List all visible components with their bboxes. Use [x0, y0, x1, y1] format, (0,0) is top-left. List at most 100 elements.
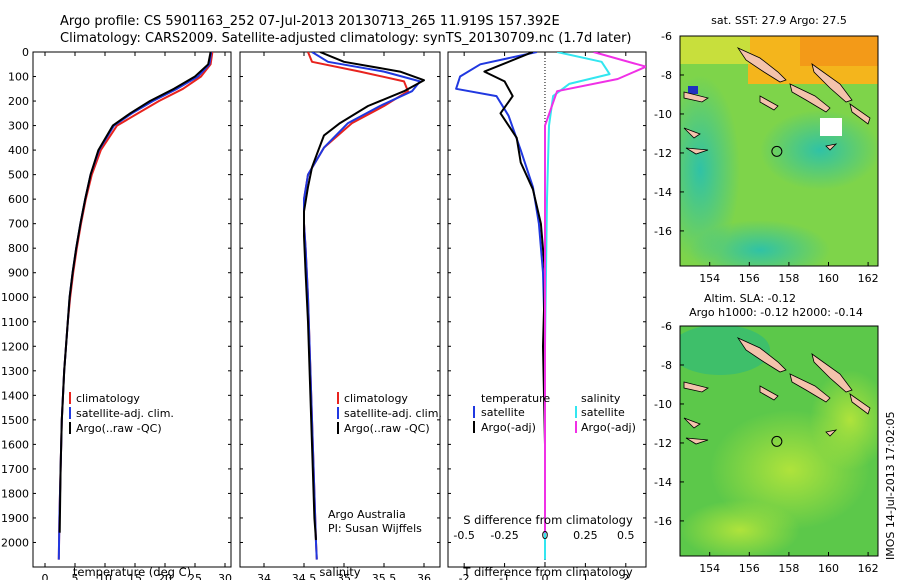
legend-label-t-argo: Argo(-adj) — [481, 421, 536, 434]
legend-title-salinity: salinity — [581, 392, 621, 405]
depth-tick-label: 1200 — [1, 340, 29, 353]
argo-location-marker — [771, 435, 783, 447]
map-lat-label: -8 — [661, 69, 672, 82]
x-tick-label: 20 — [158, 572, 172, 580]
figure-title-line1: Argo profile: CS 5901163_252 07-Jul-2013… — [60, 14, 560, 29]
x-tick-label: 36 — [417, 572, 431, 580]
x-tick-label: 35 — [337, 572, 351, 580]
map-lat-label: -12 — [654, 437, 672, 450]
legend-title-temperature: temperature — [481, 392, 550, 405]
x-tick-label: 5 — [72, 572, 79, 580]
sst-map-ticks: 154 156 158 160 162 -6 -8 -10 -12 -14 -16 — [654, 30, 879, 285]
legend-label-s-satellite: satellite — [581, 406, 625, 419]
temperature-panel — [32, 51, 232, 568]
x-tick-label: 25 — [188, 572, 202, 580]
x-tick-label: 34.5 — [292, 572, 317, 580]
sst-map-title: sat. SST: 27.9 Argo: 27.5 — [711, 14, 847, 27]
sla-coastline — [683, 337, 871, 445]
sla-map-ticks: 154 156 158 160 162 -6 -8 -10 -12 -14 -16 — [654, 320, 879, 575]
map-lat-label: -12 — [654, 147, 672, 160]
series-line-t-satellite — [455, 52, 546, 560]
argo-location-marker — [771, 145, 783, 157]
temperature-series — [57, 52, 214, 560]
depth-tick-label: 400 — [8, 144, 29, 157]
depth-tick-label: 100 — [8, 71, 29, 84]
sla-low-region-north — [680, 326, 770, 375]
map-lat-label: -10 — [654, 108, 672, 121]
map-lat-label: -16 — [654, 225, 672, 238]
figure-title-line2: Climatology: CARS2009. Satellite-adjuste… — [60, 31, 632, 46]
sla-map-frame — [679, 325, 879, 557]
legend-label-argo: Argo(..raw -QC) — [344, 422, 430, 435]
map-lat-label: -6 — [661, 320, 672, 333]
map-lon-label: 160 — [818, 272, 839, 285]
depth-tick-label: 1400 — [1, 389, 29, 402]
map-lon-label: 162 — [858, 272, 879, 285]
depth-tick-label: 1300 — [1, 365, 29, 378]
map-lat-label: -8 — [661, 359, 672, 372]
depth-tick-label: 600 — [8, 193, 29, 206]
sla-map-title: Altim. SLA: -0.12 — [704, 292, 796, 305]
map-lon-label: 158 — [778, 562, 799, 575]
depth-tick-label: 900 — [8, 267, 29, 280]
difference-panel — [447, 51, 647, 568]
depth-tick-label: 500 — [8, 169, 29, 182]
salinity-panel — [239, 51, 441, 568]
legend-label-climatology: climatology — [344, 392, 408, 405]
top-tick-label: -0.5 — [453, 529, 474, 542]
map-lon-label: 154 — [699, 562, 720, 575]
map-lat-label: -16 — [654, 515, 672, 528]
sla-high-region-south — [680, 500, 800, 556]
sst-cool-region-center — [760, 110, 878, 190]
sst-map — [680, 36, 878, 266]
annotation-pi: PI: Susan Wijffels — [328, 522, 422, 535]
sst-mild-region — [680, 36, 750, 64]
top-tick-label: 0.25 — [573, 529, 598, 542]
map-lon-label: 156 — [739, 562, 760, 575]
sst-cool-region-south — [690, 220, 830, 266]
depth-tick-label: 300 — [8, 120, 29, 133]
depth-tick-label: 1800 — [1, 487, 29, 500]
x-tick-label: 34 — [257, 572, 271, 580]
map-lat-label: -6 — [661, 30, 672, 43]
sst-hot-region — [800, 36, 878, 66]
sla-map-subtitle: Argo h1000: -0.12 h2000: -0.14 — [689, 306, 863, 319]
top-tick-label: 0 — [541, 529, 548, 542]
temperature-axis-ticks: 0 5 10 15 20 25 30 — [42, 52, 232, 580]
depth-tick-label: 0 — [22, 46, 29, 59]
series-line-satellite-adj-clim- — [303, 52, 421, 560]
difference-legend: temperature salinity satellite Argo(-adj… — [473, 392, 636, 434]
map-lat-label: -14 — [654, 476, 672, 489]
series-line-argo-raw-qc- — [58, 52, 212, 533]
map-lat-label: -10 — [654, 398, 672, 411]
x-tick-label: 0 — [541, 572, 548, 580]
salinity-difference-top-ticks: -0.5 -0.25 0 0.25 0.5 — [453, 529, 634, 542]
depth-tick-label: 1600 — [1, 438, 29, 451]
map-lon-label: 158 — [778, 272, 799, 285]
sst-cloud-gap — [820, 118, 842, 136]
top-tick-label: 0.5 — [617, 529, 635, 542]
legend-label-argo: Argo(..raw -QC) — [76, 422, 162, 435]
temperature-xlabel: temperature (deg C) — [73, 565, 191, 579]
legend-label-s-argo: Argo(-adj) — [581, 421, 636, 434]
sla-high-region-east — [810, 370, 878, 470]
sst-cold-pixel — [688, 86, 698, 94]
difference-axis-ticks: -2 -1 0 1 2 — [459, 52, 629, 580]
depth-axis-tick-labels: 0 100 200 300 400 500 600 700 800 900 1000 1100 1200… — [1, 46, 646, 549]
salinity-axis-ticks: 34 34.5 35 35.5 36 — [257, 52, 431, 580]
x-tick-label: 2 — [622, 572, 629, 580]
series-line-s-argo-adj- — [544, 52, 646, 533]
series-line-climatology — [57, 52, 214, 560]
x-tick-label: 35.5 — [372, 572, 397, 580]
legend-label-climatology: climatology — [76, 392, 140, 405]
salinity-legend: climatology satellite-adj. clim. Argo(..… — [328, 392, 442, 535]
map-lon-label: 156 — [739, 272, 760, 285]
depth-tick-label: 1100 — [1, 316, 29, 329]
difference-xlabel: T difference from climatology — [462, 565, 633, 579]
difference-top-label: S difference from climatology — [463, 513, 633, 527]
x-tick-label: 1 — [582, 572, 589, 580]
depth-tick-label: 1000 — [1, 291, 29, 304]
x-tick-label: 0 — [42, 572, 49, 580]
map-lat-label: -14 — [654, 186, 672, 199]
